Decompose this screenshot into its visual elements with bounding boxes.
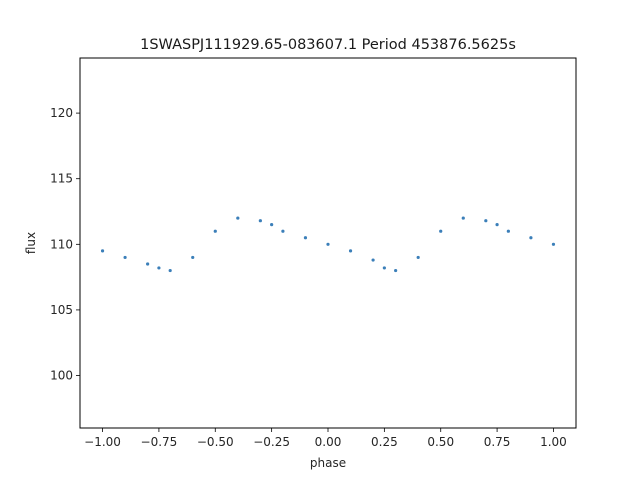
y-tick-label: 110	[50, 237, 73, 251]
y-tick-label: 100	[50, 369, 73, 383]
y-axis-ticks: 100 105 110 115 120	[50, 106, 80, 383]
data-point	[371, 258, 375, 262]
data-point	[495, 223, 499, 227]
data-points	[100, 216, 556, 273]
data-point	[258, 219, 262, 223]
data-point	[348, 249, 353, 253]
data-point	[146, 262, 150, 266]
x-tick-label: −1.00	[84, 435, 121, 449]
data-point	[326, 242, 330, 246]
data-point	[191, 255, 195, 260]
data-point	[123, 255, 127, 260]
x-tick-label: 0.00	[315, 435, 342, 449]
y-tick-label: 105	[50, 303, 73, 317]
data-point	[416, 255, 420, 260]
x-tick-label: −0.75	[141, 435, 178, 449]
data-point	[484, 219, 488, 223]
data-point	[303, 236, 308, 240]
data-point	[168, 268, 172, 273]
data-point	[213, 229, 217, 233]
x-tick-label: 1.00	[540, 435, 567, 449]
data-point	[551, 242, 556, 246]
x-tick-label: 0.50	[427, 435, 454, 449]
data-point	[100, 249, 105, 253]
y-tick-label: 115	[50, 172, 73, 186]
data-point	[461, 216, 465, 220]
x-tick-label: 0.25	[371, 435, 398, 449]
data-point	[157, 266, 161, 270]
data-point	[236, 216, 240, 220]
data-point	[529, 236, 533, 240]
chart-title: 1SWASPJ111929.65-083607.1 Period 453876.…	[140, 37, 516, 53]
y-tick-label: 120	[50, 106, 73, 120]
data-point	[281, 229, 285, 233]
x-tick-label: −0.25	[253, 435, 290, 449]
data-point	[439, 229, 443, 233]
data-point	[394, 268, 398, 273]
x-axis-ticks: −1.00 −0.75 −0.50 −0.25 0.00 0.25 0.50 0.75 1.00	[84, 428, 567, 449]
x-tick-label: 0.75	[484, 435, 511, 449]
data-point	[270, 223, 274, 227]
x-tick-label: −0.50	[197, 435, 234, 449]
data-point	[382, 266, 386, 270]
y-axis-label: flux	[24, 232, 38, 254]
data-point	[506, 229, 510, 233]
x-axis-label: phase	[310, 456, 346, 470]
